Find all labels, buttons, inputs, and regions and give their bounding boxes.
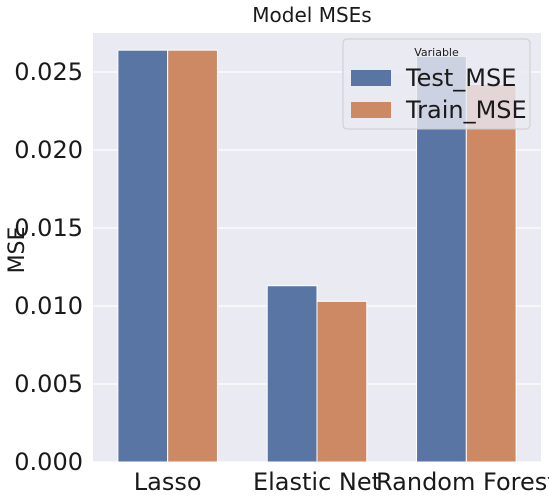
bar-train-mse bbox=[167, 49, 218, 463]
x-tick-label: Elastic Net bbox=[253, 468, 381, 496]
chart-title: Model MSEs bbox=[252, 3, 371, 27]
x-tick-label: Random Forest bbox=[376, 468, 549, 496]
y-tick-label: 0.025 bbox=[14, 58, 83, 86]
legend-label: Test_MSE bbox=[405, 64, 516, 92]
legend-title: Variable bbox=[414, 46, 459, 59]
bar-train-mse bbox=[465, 83, 517, 463]
legend-swatch bbox=[351, 70, 391, 86]
y-tick-labels: 0.000 0.005 0.010 0.015 0.020 0.025 bbox=[14, 58, 83, 476]
y-axis-label: MSE bbox=[5, 227, 30, 274]
y-tick-label: 0.005 bbox=[14, 370, 83, 398]
bar-test-mse bbox=[117, 49, 169, 463]
y-tick-label: 0.000 bbox=[14, 448, 83, 476]
bars bbox=[117, 49, 517, 463]
bar-train-mse bbox=[316, 300, 368, 463]
legend-label: Train_MSE bbox=[405, 96, 527, 124]
bar-test-mse bbox=[266, 285, 318, 463]
legend-swatch bbox=[351, 102, 391, 118]
x-tick-label: Lasso bbox=[134, 468, 202, 496]
y-tick-label: 0.010 bbox=[14, 292, 83, 320]
legend: Variable Test_MSE Train_MSE bbox=[342, 38, 531, 130]
y-tick-label: 0.020 bbox=[14, 136, 83, 164]
y-tick-label: 0.015 bbox=[14, 214, 83, 242]
